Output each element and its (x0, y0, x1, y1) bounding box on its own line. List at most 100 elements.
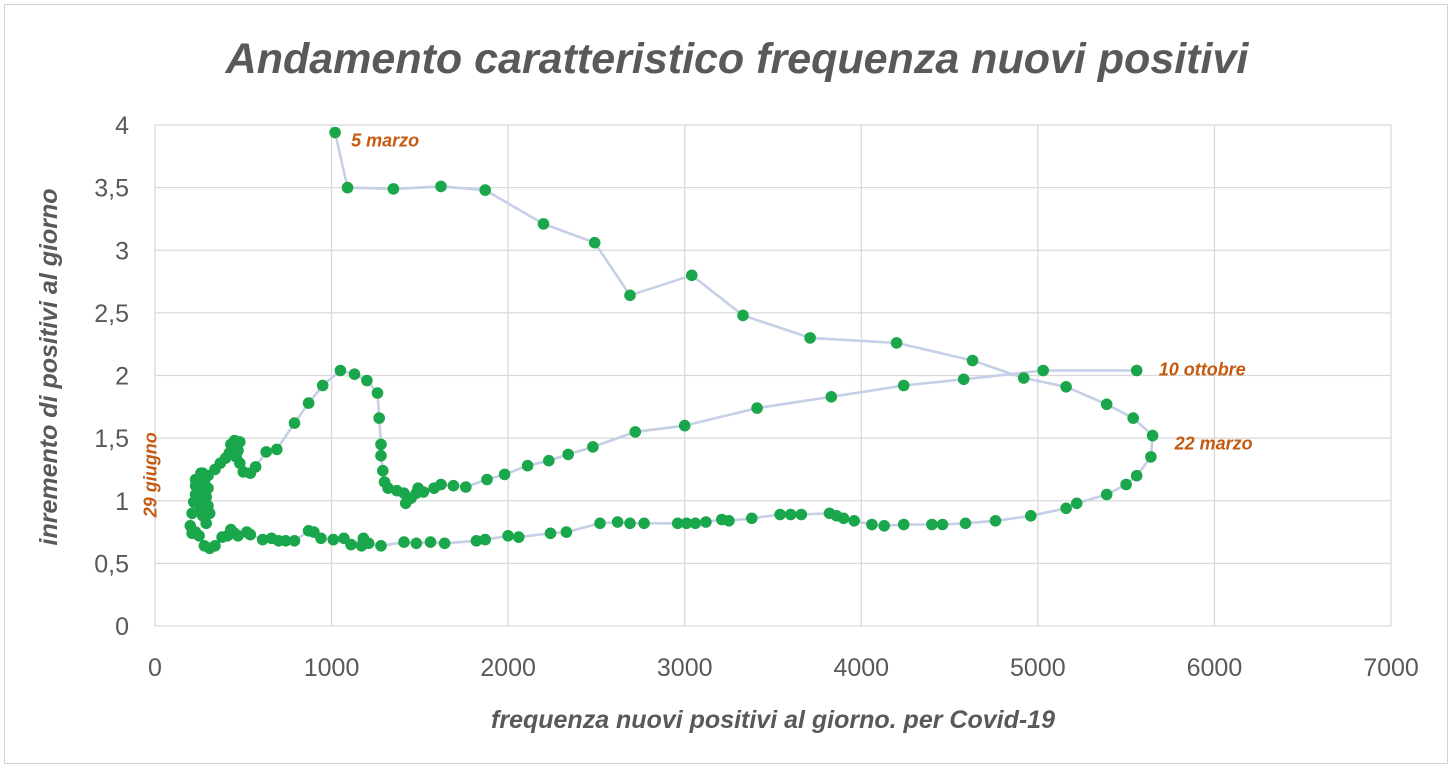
data-point-37 (784, 508, 797, 521)
data-point-22 (1070, 497, 1083, 510)
data-point-51 (544, 527, 557, 540)
data-point-19 (1130, 469, 1143, 482)
data-point-15 (1100, 398, 1113, 411)
data-point-130 (361, 374, 373, 387)
data-point-18 (1145, 451, 1157, 463)
x-tick-label-1: 1000 (304, 654, 360, 682)
data-point-28 (926, 518, 938, 531)
data-point-156 (678, 419, 691, 432)
data-point-13 (1017, 372, 1030, 384)
data-point-73 (265, 532, 278, 545)
data-point-158 (825, 391, 838, 403)
data-point-162 (1130, 364, 1143, 377)
data-point-9 (737, 309, 749, 322)
data-point-14 (1060, 381, 1072, 393)
data-point-157 (751, 402, 763, 414)
data-point-2 (387, 183, 400, 195)
chart-canvas: 0 0,5 1 1,5 2 2,5 3 3,5 4 0 1000 2000 3000 4000 5000 6… (35, 35, 1419, 734)
data-points-layer (184, 126, 1159, 555)
data-point-132 (373, 412, 386, 424)
data-point-42 (700, 516, 712, 528)
data-point-135 (377, 464, 389, 477)
x-tick-label-6: 6000 (1187, 654, 1243, 682)
data-point-137 (382, 482, 394, 495)
data-point-55 (470, 535, 483, 547)
x-axis-ticks: 0 1000 2000 3000 4000 5000 6000 7000 (148, 654, 1419, 682)
y-tick-label-8: 4 (115, 112, 129, 140)
chart-frame: 0 0,5 1 1,5 2 2,5 3 3,5 4 0 1000 2000 3000 4000 5000 6… (4, 4, 1448, 764)
data-point-84 (198, 540, 211, 552)
data-point-38 (774, 508, 786, 521)
data-point-58 (410, 537, 423, 550)
data-point-3 (435, 180, 447, 193)
annotation-1: 22 marzo (1174, 434, 1253, 454)
data-point-6 (588, 236, 601, 249)
y-axis-ticks: 0 0,5 1 1,5 2 2,5 3 3,5 4 (94, 112, 129, 641)
data-point-65 (338, 532, 350, 545)
data-point-4 (479, 184, 492, 196)
y-axis-title: inremento di positivi al giorno (35, 189, 63, 546)
x-tick-label-7: 7000 (1363, 654, 1419, 682)
data-point-31 (866, 518, 878, 531)
data-point-152 (543, 454, 555, 467)
data-point-41 (716, 513, 728, 526)
data-point-56 (438, 537, 451, 550)
data-point-20 (1120, 478, 1132, 491)
data-point-119 (234, 457, 246, 470)
data-point-27 (936, 518, 949, 531)
trajectory-line (189, 132, 1154, 550)
y-tick-label-4: 2 (115, 363, 129, 391)
trajectory-line-layer (189, 132, 1154, 550)
data-point-155 (629, 426, 642, 438)
data-point-150 (498, 468, 511, 481)
data-point-47 (624, 517, 636, 530)
x-tick-label-3: 3000 (657, 654, 713, 682)
data-point-66 (327, 533, 340, 546)
data-point-49 (594, 517, 606, 530)
y-tick-label-3: 1,5 (94, 425, 129, 453)
data-point-46 (638, 517, 650, 530)
data-point-16 (1127, 412, 1139, 424)
data-point-60 (375, 540, 387, 552)
data-point-153 (562, 448, 574, 461)
data-point-89 (186, 507, 198, 520)
data-point-21 (1100, 488, 1113, 501)
data-point-131 (371, 387, 384, 399)
data-point-146 (435, 478, 447, 491)
data-point-10 (804, 332, 816, 344)
data-point-52 (512, 531, 525, 543)
data-point-124 (271, 443, 283, 456)
data-point-96 (202, 482, 214, 495)
data-point-123 (260, 446, 272, 458)
data-point-8 (686, 269, 698, 282)
data-point-17 (1146, 429, 1159, 442)
data-point-149 (481, 473, 493, 486)
x-axis-title: frequenza nuovi positivi al giorno. per … (491, 706, 1055, 734)
annotation-0: 5 marzo (351, 131, 419, 151)
x-tick-label-5: 5000 (1010, 654, 1066, 682)
y-tick-label-5: 2,5 (94, 300, 129, 328)
y-tick-label-0: 0 (115, 613, 129, 641)
data-point-160 (957, 373, 970, 386)
data-point-144 (417, 486, 430, 498)
data-point-116 (234, 436, 246, 448)
data-point-12 (966, 354, 979, 367)
y-tick-label-2: 1 (115, 488, 129, 516)
data-point-122 (249, 461, 262, 473)
data-point-1 (341, 181, 354, 194)
data-point-48 (611, 516, 624, 528)
data-point-151 (521, 459, 534, 472)
data-point-63 (357, 532, 370, 545)
data-point-45 (671, 517, 684, 530)
annotation-3: 10 ottobre (1159, 360, 1246, 380)
chart-title: Andamento caratteristico frequenza nuovi… (225, 35, 1250, 83)
data-point-69 (302, 525, 315, 537)
data-point-81 (216, 531, 228, 543)
data-point-54 (479, 533, 492, 546)
data-point-5 (537, 218, 550, 230)
data-point-70 (288, 535, 301, 547)
x-tick-label-4: 4000 (833, 654, 889, 682)
y-tick-label-7: 3,5 (94, 175, 129, 203)
data-point-36 (795, 508, 808, 521)
data-point-57 (424, 536, 437, 548)
